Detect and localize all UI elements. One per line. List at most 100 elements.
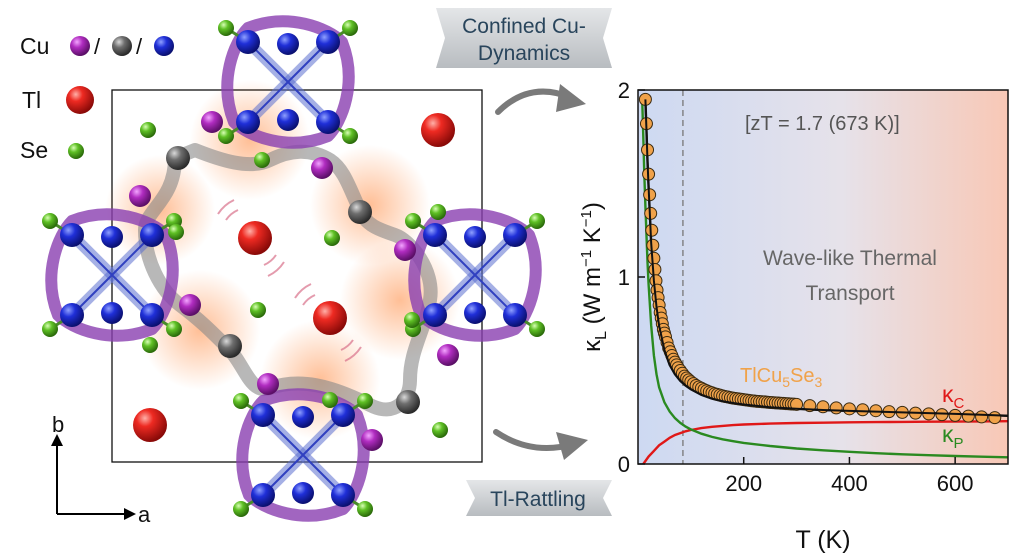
cu-blue-atom bbox=[236, 30, 260, 54]
legend-tl-label: Tl bbox=[22, 87, 41, 113]
cu-blue-atom bbox=[101, 226, 123, 248]
tl-atom bbox=[313, 301, 347, 335]
se-atom bbox=[233, 501, 249, 517]
cu-clusters bbox=[45, 15, 542, 522]
series-line-kappa-p bbox=[641, 99, 1009, 459]
legend-se-atom bbox=[68, 143, 84, 159]
cu-blue-atom bbox=[251, 483, 275, 507]
data-point bbox=[648, 263, 662, 277]
banner-bottom-text: Tl-Rattling bbox=[490, 488, 586, 511]
se-atom bbox=[166, 321, 182, 337]
cu-purple-atom bbox=[257, 373, 279, 395]
se-atom bbox=[250, 302, 266, 318]
kappa-p-label: κP bbox=[942, 421, 964, 452]
cu-cluster-tube bbox=[45, 208, 179, 342]
cu-blue-atom bbox=[316, 30, 340, 54]
se-atom bbox=[405, 213, 421, 229]
axis-ticks: 200 400 600 0 1 2 bbox=[618, 78, 974, 496]
se-atom bbox=[142, 337, 158, 353]
legend-se-label: Se bbox=[20, 137, 48, 163]
cu-gray-atom bbox=[348, 200, 372, 224]
se-atom bbox=[254, 152, 270, 168]
se-atom bbox=[218, 20, 234, 36]
cu-purple-atom bbox=[311, 157, 333, 179]
se-atom bbox=[42, 321, 58, 337]
cu-blue-atom bbox=[140, 223, 164, 247]
se-atom bbox=[357, 501, 373, 517]
cu-blue-atom bbox=[292, 406, 314, 428]
tl-atom bbox=[238, 221, 272, 255]
cu-purple-atom bbox=[129, 185, 151, 207]
se-atom bbox=[322, 392, 338, 408]
cu-blue-atom bbox=[423, 303, 447, 327]
cu-blue-atom bbox=[331, 483, 355, 507]
se-atom bbox=[140, 122, 156, 138]
kappa-chart: 200 400 600 0 1 2 [zT = 1.7 (673 K)] Wave-lik… bbox=[578, 78, 1009, 554]
zt-annotation: [zT = 1.7 (673 K)] bbox=[745, 113, 900, 135]
arrow-bottom bbox=[493, 429, 588, 460]
cu-blue-atom bbox=[464, 302, 486, 324]
tl-atom bbox=[421, 113, 455, 147]
cu-cluster-tube bbox=[408, 208, 542, 342]
region-label-line1: Wave-like Thermal bbox=[763, 247, 937, 270]
cu-blue-atom bbox=[140, 303, 164, 327]
y-tick-label: 1 bbox=[618, 265, 630, 290]
cu-blue-atom bbox=[464, 226, 486, 248]
cu-cluster-tube bbox=[221, 15, 355, 149]
cu-purple-atom bbox=[179, 294, 201, 316]
legend-slash: / bbox=[94, 34, 101, 59]
axis-a-label: a bbox=[138, 502, 151, 527]
arrow-top bbox=[495, 84, 586, 115]
cu-blue-atom bbox=[60, 303, 84, 327]
data-point bbox=[935, 408, 949, 422]
cu-blue-atom bbox=[503, 303, 527, 327]
cu-gray-atom bbox=[218, 334, 242, 358]
se-atom bbox=[168, 224, 184, 240]
se-atom bbox=[404, 312, 420, 328]
x-tick-label: 600 bbox=[937, 471, 974, 496]
legend-cu-gray-atom bbox=[112, 36, 132, 56]
series-line-total bbox=[644, 99, 1009, 417]
data-point bbox=[988, 411, 1002, 425]
se-atom bbox=[357, 393, 373, 409]
banner-top-line1: Confined Cu- bbox=[462, 15, 586, 38]
data-point bbox=[829, 401, 843, 415]
x-axis-label: T (K) bbox=[795, 526, 850, 554]
cu-blue-atom bbox=[236, 110, 260, 134]
rattling-ripples bbox=[217, 199, 362, 362]
legend-tl-atom bbox=[66, 86, 94, 114]
cu-purple-atom bbox=[437, 344, 459, 366]
cu-blue-atom bbox=[277, 109, 299, 131]
data-point bbox=[856, 403, 870, 417]
data-point bbox=[646, 238, 660, 252]
se-atom bbox=[218, 128, 234, 144]
legend-cu-blue-atom bbox=[154, 36, 174, 56]
cu-blue-atom bbox=[101, 302, 123, 324]
region-label-line2: Transport bbox=[805, 282, 894, 305]
legend-cu-purple-atom bbox=[70, 36, 90, 56]
banner-top-line2: Dynamics bbox=[478, 42, 570, 65]
legend-slash: / bbox=[136, 34, 143, 59]
data-point bbox=[790, 397, 804, 411]
y-axis-label: κL (W m−1 K−1) bbox=[578, 202, 610, 352]
element-legend: Cu / / Tl Se bbox=[20, 33, 174, 163]
x-tick-label: 400 bbox=[831, 471, 868, 496]
cu-purple-atom bbox=[394, 239, 416, 261]
data-point bbox=[975, 410, 989, 424]
compound-series-label: TlCu5Se3 bbox=[740, 365, 823, 390]
banner-bottom: Tl-Rattling bbox=[466, 480, 612, 516]
atoms bbox=[42, 20, 545, 517]
cu-blue-atom bbox=[60, 223, 84, 247]
tl-atom bbox=[133, 408, 167, 442]
se-atom bbox=[233, 393, 249, 409]
data-point bbox=[842, 402, 856, 416]
crystal-structure bbox=[42, 15, 545, 522]
series-line-kappa-c bbox=[642, 420, 1009, 465]
se-atom bbox=[324, 230, 340, 246]
data-point bbox=[647, 251, 661, 265]
series-layer bbox=[638, 92, 1009, 465]
se-atom bbox=[432, 422, 448, 438]
cu-blue-atom bbox=[251, 403, 275, 427]
crystal-axes: b a bbox=[51, 412, 151, 527]
